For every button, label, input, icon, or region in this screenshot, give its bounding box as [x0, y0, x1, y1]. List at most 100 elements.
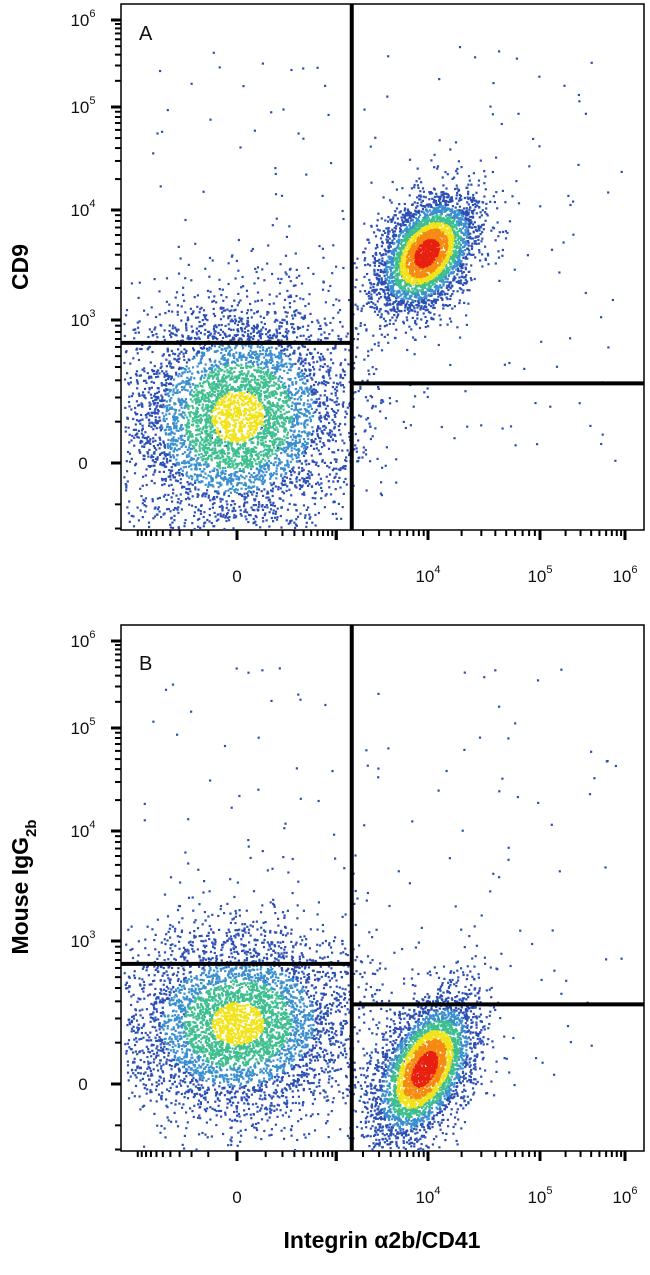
event-dot	[299, 409, 301, 411]
event-dot	[191, 522, 193, 524]
event-dot	[211, 368, 213, 370]
event-dot	[296, 460, 298, 462]
event-dot	[291, 315, 293, 317]
event-dot	[290, 366, 292, 368]
event-dot	[345, 335, 347, 337]
event-dot	[244, 511, 246, 513]
event-dot	[270, 489, 272, 491]
event-dot	[316, 398, 318, 400]
event-dot	[215, 331, 217, 333]
event-dot	[266, 313, 268, 315]
event-dot	[344, 359, 346, 361]
event-dot	[300, 363, 302, 365]
event-dot	[155, 333, 157, 335]
event-dot	[134, 328, 136, 330]
event-dot	[338, 503, 340, 505]
event-dot	[406, 349, 408, 351]
event-dot	[469, 216, 471, 218]
event-dot	[363, 223, 365, 225]
event-dot	[199, 321, 201, 323]
event-dot	[162, 440, 164, 442]
event-dot	[190, 379, 192, 381]
event-dot	[163, 463, 165, 465]
event-dot	[182, 367, 184, 369]
event-dot	[303, 492, 305, 494]
event-dot	[379, 252, 381, 254]
event-dot	[392, 289, 394, 291]
event-dot	[368, 423, 370, 425]
event-dot	[477, 239, 479, 241]
event-dot	[154, 482, 156, 484]
event-dot	[283, 447, 285, 449]
event-dot	[298, 368, 300, 370]
event-dot	[326, 476, 328, 478]
event-dot	[356, 347, 358, 349]
event-dot	[252, 486, 254, 488]
event-dot	[499, 231, 501, 233]
event-dot	[184, 414, 186, 416]
event-dot	[224, 467, 226, 469]
event-dot	[176, 417, 178, 419]
event-dot	[158, 290, 160, 292]
event-dot	[133, 429, 135, 431]
event-dot	[245, 362, 247, 364]
event-dot	[456, 203, 458, 205]
event-dot	[277, 368, 279, 370]
event-dot	[334, 388, 336, 390]
event-dot	[195, 338, 197, 340]
event-dot	[292, 332, 294, 334]
event-dot	[338, 477, 340, 479]
event-dot	[277, 278, 279, 280]
event-dot	[130, 381, 132, 383]
event-dot	[245, 509, 247, 511]
event-dot	[336, 401, 338, 403]
event-dot	[287, 346, 289, 348]
event-dot	[178, 373, 180, 375]
event-dot	[312, 430, 314, 432]
event-dot	[241, 330, 243, 332]
event-dot	[289, 269, 291, 271]
event-dot	[318, 473, 320, 475]
event-dot	[342, 406, 344, 408]
event-dot	[449, 298, 451, 300]
event-dot	[218, 324, 220, 326]
event-dot	[225, 520, 227, 522]
event-dot	[327, 348, 329, 350]
event-dot	[152, 500, 154, 502]
event-dot	[289, 478, 291, 480]
event-dot	[152, 459, 154, 461]
event-dot	[126, 460, 128, 462]
event-dot	[394, 210, 396, 212]
event-dot	[156, 514, 158, 516]
event-dot	[275, 173, 277, 175]
event-dot	[373, 271, 375, 273]
event-dot	[168, 330, 170, 332]
event-dot	[339, 486, 341, 488]
event-dot	[232, 320, 234, 322]
event-dot	[207, 463, 209, 465]
event-dot	[194, 384, 196, 386]
event-dot	[470, 245, 472, 247]
event-dot	[209, 514, 211, 516]
event-dot	[165, 433, 167, 435]
event-dot	[306, 509, 308, 511]
event-dot	[321, 490, 323, 492]
event-dot	[181, 305, 183, 307]
event-dot	[448, 273, 450, 275]
event-dot	[228, 495, 230, 497]
event-dot	[381, 245, 383, 247]
event-dot	[175, 459, 177, 461]
event-dot	[170, 397, 172, 399]
event-dot	[453, 437, 455, 439]
event-dot	[185, 352, 187, 354]
event-dot	[294, 377, 296, 379]
event-dot	[173, 450, 175, 452]
event-dot	[299, 488, 301, 490]
event-dot	[141, 445, 143, 447]
event-dot	[177, 304, 179, 306]
event-dot	[137, 383, 139, 385]
event-dot	[396, 311, 398, 313]
event-dot	[148, 425, 150, 427]
event-dot	[152, 456, 154, 458]
event-dot	[462, 284, 464, 286]
